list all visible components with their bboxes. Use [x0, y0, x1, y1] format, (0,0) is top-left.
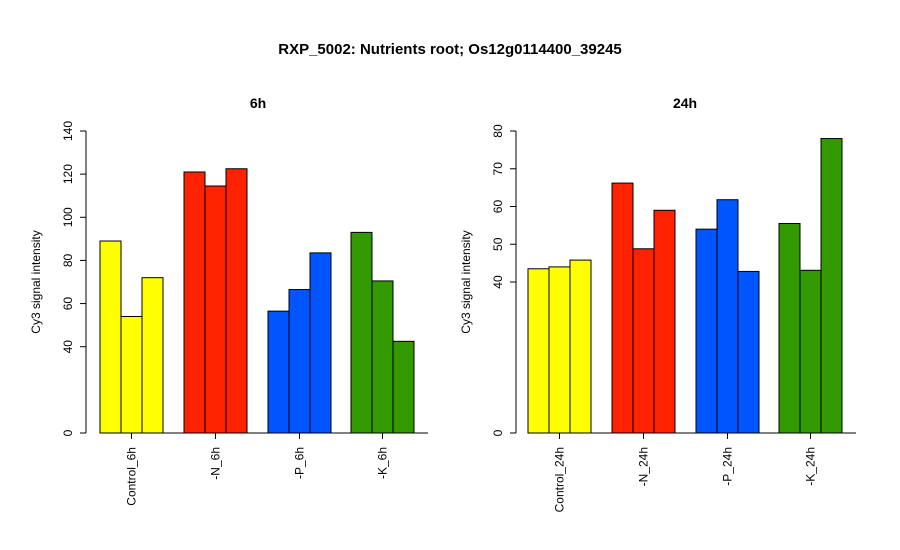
y-tick-label: 0 — [61, 429, 75, 436]
bar — [267, 310, 290, 434]
y-tick-label: 40 — [61, 340, 75, 354]
x-category-label: -K_6h — [376, 447, 390, 479]
x-category-label: -P_6h — [293, 447, 307, 479]
y-tick-label: 0 — [491, 429, 505, 436]
bar — [695, 228, 718, 434]
bar — [737, 270, 760, 434]
panel-title: 24h — [673, 95, 697, 111]
bar — [99, 240, 122, 434]
bar — [632, 248, 655, 434]
y-tick-label: 50 — [491, 237, 505, 251]
bar — [716, 199, 739, 434]
x-category-label: Control_6h — [125, 447, 139, 506]
bar — [350, 231, 373, 434]
main-title: RXP_5002: Nutrients root; Os12g0114400_3… — [278, 41, 622, 58]
bar — [309, 252, 332, 434]
bar — [569, 259, 592, 434]
x-category-label: -P_24h — [721, 447, 735, 486]
bar — [820, 138, 843, 434]
y-tick-label: 70 — [491, 162, 505, 176]
bar — [141, 277, 164, 434]
y-axis-label: Cy3 signal intensity — [459, 230, 473, 333]
bar — [288, 289, 311, 434]
bar — [799, 269, 822, 434]
bar — [653, 209, 676, 434]
bar — [371, 280, 394, 434]
bar — [611, 182, 634, 434]
panel-title: 6h — [250, 95, 266, 111]
y-tick-label: 60 — [61, 297, 75, 311]
y-tick-label: 80 — [61, 253, 75, 267]
panel-24h: 24h Cy3 signal intensity 0 40 50 60 70 80 Contro… — [459, 95, 856, 512]
y-tick-label: 120 — [61, 164, 75, 184]
y-tick-label: 140 — [61, 121, 75, 141]
y-tick-label: 100 — [61, 207, 75, 227]
x-category-label: -N_24h — [637, 447, 651, 486]
y-tick-label: 40 — [491, 275, 505, 289]
x-category-label: -N_6h — [209, 447, 223, 480]
y-tick-label: 80 — [491, 124, 505, 138]
y-axis-label: Cy3 signal intensity — [29, 230, 43, 333]
bar — [204, 185, 227, 434]
bar — [548, 266, 571, 434]
bar — [183, 171, 206, 434]
panel-6h: 6h Cy3 signal intensity 0 40 60 80 100 120 140 Co… — [29, 95, 428, 506]
x-category-label: Control_24h — [553, 447, 567, 512]
bar — [120, 316, 143, 434]
bar — [527, 268, 550, 434]
bar — [225, 168, 248, 434]
bar — [392, 340, 415, 434]
x-category-label: -K_24h — [804, 447, 818, 486]
y-tick-label: 60 — [491, 200, 505, 214]
bar — [778, 222, 801, 434]
